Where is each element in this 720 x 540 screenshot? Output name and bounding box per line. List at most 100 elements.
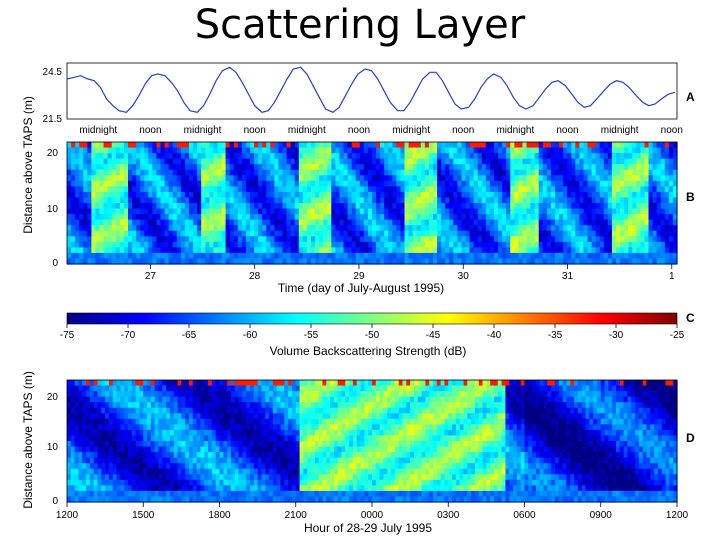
heatmap-cell	[131, 385, 137, 392]
heatmap-cell	[331, 169, 336, 176]
heatmap-cell	[347, 230, 353, 237]
heatmap-cell	[152, 142, 158, 149]
heatmap-cell	[67, 252, 72, 260]
heatmap-cell	[400, 236, 406, 243]
heatmap-cell	[534, 158, 540, 165]
heatmap-cell	[380, 219, 385, 226]
heatmap-cell	[241, 247, 247, 254]
heatmap-cell	[132, 158, 137, 165]
heatmap-cell	[97, 407, 102, 414]
heatmap-cell	[105, 441, 110, 448]
heatmap-cell	[465, 252, 471, 260]
heatmap-cell	[200, 468, 205, 475]
heatmap-cell	[333, 457, 339, 464]
heatmap-cell	[534, 191, 540, 199]
heatmap-cell	[177, 380, 182, 387]
heatmap-cell	[123, 208, 129, 215]
heatmap-cell	[339, 241, 345, 248]
heatmap-cell	[644, 142, 650, 149]
heatmap-cell	[123, 197, 129, 204]
heatmap-cell	[221, 214, 227, 221]
heatmap-cell	[534, 147, 540, 154]
heatmap-cell	[599, 219, 605, 226]
heatmap-cell	[168, 230, 174, 237]
heatmap-cell	[644, 241, 650, 248]
heatmap-cell	[339, 258, 345, 265]
heatmap-cell	[449, 153, 454, 160]
heatmap-cell	[79, 203, 84, 210]
heatmap-cell	[473, 247, 479, 254]
heatmap-cell	[192, 496, 198, 503]
heatmap-cell	[128, 236, 133, 243]
heatmap-cell	[428, 252, 434, 260]
heatmap-cell	[204, 435, 209, 442]
heatmap-cell	[359, 191, 365, 199]
heatmap-cell	[227, 474, 232, 481]
heatmap-cell	[192, 457, 198, 464]
heatmap-cell	[345, 496, 350, 503]
heatmap-cell	[295, 457, 301, 464]
heatmap-cell	[538, 169, 544, 176]
heatmap-cell	[227, 485, 232, 492]
heatmap-cell	[400, 252, 406, 260]
heatmap-cell	[67, 496, 72, 503]
heatmap-cell	[660, 158, 666, 165]
heatmap-cell	[648, 230, 654, 237]
heatmap-cell	[269, 468, 274, 475]
heatmap-cell	[299, 446, 304, 453]
heatmap-cell	[184, 230, 190, 237]
heatmap-cell	[473, 225, 479, 232]
heatmap-cell	[67, 446, 72, 453]
heatmap-cell	[286, 225, 292, 232]
heatmap-cell	[384, 180, 389, 187]
heatmap-cell	[668, 147, 674, 154]
heatmap-cell	[253, 490, 259, 498]
heatmap-cell	[152, 169, 158, 176]
heatmap-cell	[107, 225, 113, 232]
heatmap-cell	[563, 247, 568, 254]
heatmap-cell	[189, 175, 194, 182]
heatmap-cell	[408, 191, 414, 199]
heatmap-cell	[449, 142, 454, 149]
heatmap-cell	[99, 180, 105, 187]
heatmap-cell	[408, 214, 414, 221]
heatmap-cell	[396, 142, 402, 149]
heatmap-cell	[433, 252, 438, 260]
heatmap-cell	[270, 219, 275, 226]
heatmap-cell	[169, 452, 175, 459]
heatmap-cell	[93, 413, 99, 420]
heatmap-cell	[298, 191, 304, 199]
heatmap-cell	[384, 186, 389, 193]
heatmap-cell	[506, 252, 511, 260]
heatmap-cell	[347, 153, 353, 160]
heatmap-cell	[327, 153, 332, 160]
heatmap-cell	[282, 164, 288, 171]
heatmap-cell	[280, 418, 285, 425]
heatmap-cell	[294, 197, 300, 204]
heatmap-cell	[213, 247, 219, 254]
heatmap-cell	[514, 236, 519, 243]
heatmap-cell	[514, 147, 519, 154]
heatmap-cell	[67, 413, 72, 420]
heatmap-cell	[245, 247, 251, 254]
heatmap-cell	[506, 197, 511, 204]
heatmap-cell	[83, 175, 88, 182]
heatmap-cell	[298, 225, 304, 232]
heatmap-cell	[408, 153, 414, 160]
heatmap-cell	[514, 153, 519, 160]
heatmap-cell	[140, 164, 145, 171]
heatmap-cell	[400, 180, 406, 187]
heatmap-cell	[177, 496, 182, 503]
heatmap-cell	[351, 164, 357, 171]
heatmap-cell	[160, 208, 166, 215]
heatmap-cell	[213, 241, 219, 248]
heatmap-cell	[526, 147, 532, 154]
period-label: noon	[452, 125, 474, 136]
heatmap-cell	[87, 186, 92, 193]
heatmap-cell	[441, 191, 446, 199]
heatmap-cell	[498, 191, 503, 199]
heatmap-cell	[306, 214, 312, 221]
heatmap-cell	[230, 429, 236, 437]
heatmap-cell	[230, 496, 236, 503]
heatmap-cell	[660, 214, 666, 221]
